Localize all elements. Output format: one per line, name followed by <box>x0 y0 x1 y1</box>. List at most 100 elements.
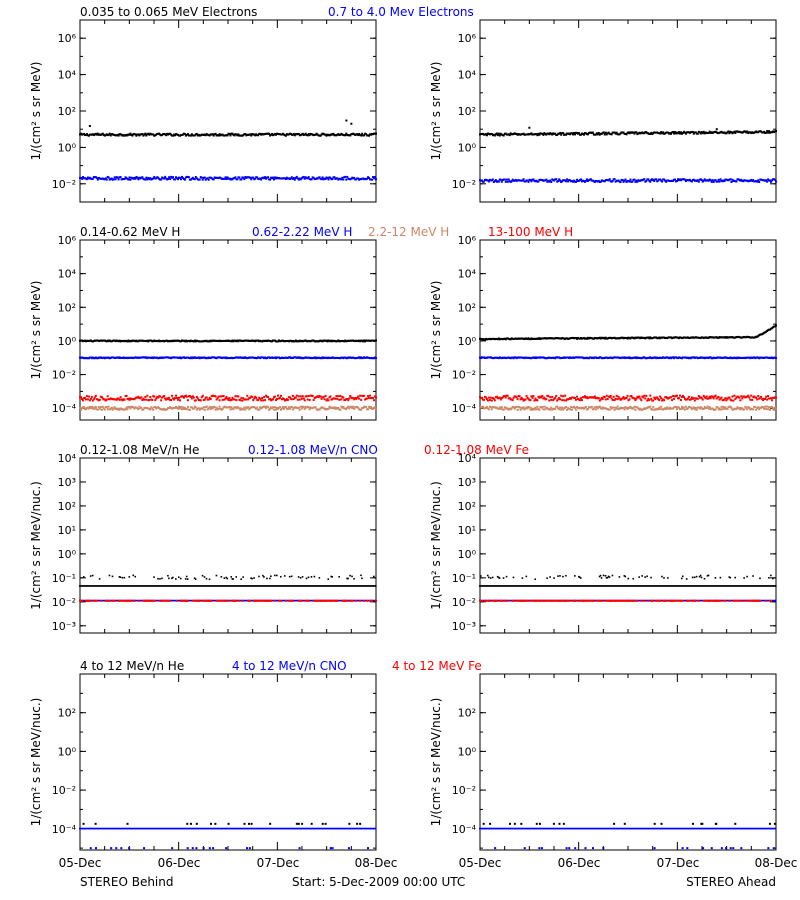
data-point <box>125 406 128 409</box>
data-point <box>236 178 239 181</box>
data-point <box>221 585 224 587</box>
data-point <box>186 578 189 580</box>
data-point <box>167 398 170 401</box>
data-point <box>123 585 126 587</box>
data-point <box>115 398 118 401</box>
data-point <box>245 599 247 602</box>
data-point <box>102 599 105 602</box>
data-point <box>362 599 364 602</box>
y-tick-label: 10⁰ <box>58 335 77 348</box>
data-point <box>105 178 108 181</box>
data-point <box>326 177 329 180</box>
data-point <box>668 407 671 410</box>
data-point <box>648 179 651 182</box>
y-tick-label: 10² <box>458 105 476 118</box>
data-point <box>527 585 530 587</box>
data-point <box>235 407 238 410</box>
data-point <box>81 585 84 587</box>
data-point <box>522 406 525 409</box>
data-point <box>339 599 341 602</box>
data-point <box>623 408 626 411</box>
data-point <box>177 585 180 587</box>
data-point <box>350 177 353 180</box>
data-point <box>766 130 769 133</box>
data-point <box>586 407 589 410</box>
data-point <box>307 133 310 136</box>
data-point <box>535 133 538 136</box>
data-point <box>87 395 90 398</box>
data-point <box>87 134 90 137</box>
data-point <box>152 599 155 602</box>
data-point <box>479 585 482 587</box>
data-point <box>310 585 313 587</box>
data-point <box>244 599 246 602</box>
data-point <box>257 134 260 137</box>
data-point <box>128 398 131 401</box>
data-point <box>190 585 193 587</box>
data-point <box>93 585 96 587</box>
data-point <box>494 179 497 182</box>
data-point <box>126 585 129 587</box>
data-point <box>112 585 115 587</box>
data-point <box>173 398 176 401</box>
data-point <box>502 577 505 579</box>
y-tick-label: 10⁶ <box>458 234 477 247</box>
data-point <box>515 585 518 587</box>
data-point <box>545 398 548 401</box>
data-point <box>559 398 562 401</box>
data-point <box>259 585 261 587</box>
data-point <box>155 585 157 587</box>
data-point <box>235 399 238 402</box>
data-point <box>288 585 291 587</box>
data-point <box>79 406 81 409</box>
data-point <box>203 408 206 411</box>
data-point <box>566 178 569 181</box>
data-point <box>184 578 187 580</box>
data-point <box>634 180 637 183</box>
data-point <box>256 585 258 587</box>
data-point <box>291 599 294 602</box>
data-point <box>726 397 729 400</box>
data-point <box>655 178 658 181</box>
data-point <box>226 577 229 580</box>
data-point <box>524 585 527 587</box>
data-point <box>144 585 146 587</box>
data-point <box>279 585 282 587</box>
data-point <box>618 407 621 410</box>
data-point <box>220 585 223 587</box>
data-point <box>297 576 300 578</box>
data-point <box>509 408 512 411</box>
data-point <box>87 585 90 587</box>
data-point <box>660 397 663 400</box>
data-point <box>234 395 237 398</box>
data-point <box>496 134 499 137</box>
data-point <box>549 396 552 399</box>
data-point <box>658 399 661 402</box>
data-point <box>670 396 673 399</box>
data-point <box>240 599 242 602</box>
data-point <box>169 599 172 602</box>
data-point <box>509 338 512 341</box>
data-point <box>199 585 202 587</box>
data-point <box>545 178 548 181</box>
data-point <box>217 134 220 137</box>
data-point <box>81 176 84 179</box>
data-point <box>98 585 101 587</box>
data-point <box>541 585 543 587</box>
data-point <box>555 394 558 397</box>
data-point <box>149 408 152 411</box>
data-point <box>349 395 352 398</box>
data-point <box>272 585 274 587</box>
data-point <box>340 405 343 408</box>
data-point <box>268 132 271 135</box>
data-point <box>221 398 224 401</box>
series-3-points <box>79 394 377 402</box>
data-point <box>168 585 170 587</box>
data-point <box>536 585 539 587</box>
data-point <box>534 585 537 587</box>
data-point <box>553 585 555 587</box>
data-point <box>542 585 544 587</box>
data-point <box>241 399 244 402</box>
y-tick-label: 10⁰ <box>58 141 77 154</box>
data-point <box>352 405 355 408</box>
